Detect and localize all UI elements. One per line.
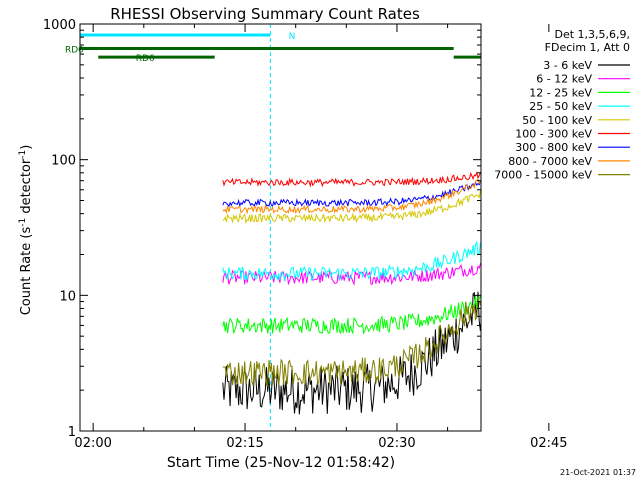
x-tick-label: 02:15 — [226, 436, 263, 451]
y-axis-label-sup1: -1 — [18, 218, 28, 227]
legend: Det 1,3,5,6,9, FDecim 1, Att 0 3 - 6 keV… — [494, 28, 630, 182]
y-tick-label: 100 — [51, 154, 76, 169]
ticks: 02:0002:1502:3002:4503:0003:1503:3011010… — [43, 18, 568, 451]
plot-area — [80, 24, 481, 431]
legend-label: 100 - 300 keV — [515, 128, 592, 141]
series-line-1 — [222, 261, 481, 286]
series-line-7 — [222, 178, 481, 215]
legend-label: 25 - 50 keV — [529, 100, 592, 113]
series-line-4 — [222, 189, 481, 224]
y-tick-label: 1000 — [43, 18, 76, 33]
x-tick-label: 02:30 — [378, 436, 415, 451]
y-axis-label-end: ) — [19, 145, 34, 150]
legend-label: 800 - 7000 keV — [508, 155, 592, 168]
series-line-5 — [222, 171, 481, 188]
legend-label: 50 - 100 keV — [522, 114, 592, 127]
flag-label-rd0: RD0 — [65, 45, 84, 55]
y-axis-label-sup2: -1 — [18, 150, 28, 159]
legend-label: 6 - 12 keV — [536, 73, 592, 86]
y-axis-label-main: Count Rate (s — [19, 227, 34, 316]
series-line-3 — [222, 240, 481, 282]
series-line-8 — [222, 297, 481, 387]
flag-label-n: N — [289, 32, 296, 42]
y-axis-label-mid: detector — [19, 158, 34, 218]
y-tick-label: 1 — [68, 425, 76, 440]
x-tick-label: 02:45 — [530, 436, 567, 451]
x-tick-label: 02:00 — [74, 436, 111, 451]
legend-label: 3 - 6 keV — [543, 59, 592, 72]
chart-title: RHESSI Observing Summary Count Rates — [110, 5, 420, 23]
legend-label: 7000 - 15000 keV — [494, 169, 592, 182]
footer-timestamp: 21-Oct-2021 01:37 — [560, 468, 636, 477]
legend-label: 300 - 800 keV — [515, 141, 592, 154]
series-line-2 — [222, 293, 481, 335]
y-tick-label: 10 — [59, 289, 76, 304]
plot-frame — [79, 23, 482, 432]
axes — [79, 23, 482, 432]
legend-header-line-1: Det 1,3,5,6,9, — [554, 28, 630, 41]
legend-header-line-2: FDecim 1, Att 0 — [545, 41, 630, 54]
series-line-0 — [222, 291, 481, 415]
x-axis-label: Start Time (25-Nov-12 01:58:42) — [167, 455, 395, 471]
legend-label: 12 - 25 keV — [529, 86, 592, 99]
series-line-6 — [222, 179, 481, 208]
y-axis-label: Count Rate (s-1 detector-1) — [18, 145, 34, 316]
flag-label-rd6: RD6 — [136, 54, 155, 64]
